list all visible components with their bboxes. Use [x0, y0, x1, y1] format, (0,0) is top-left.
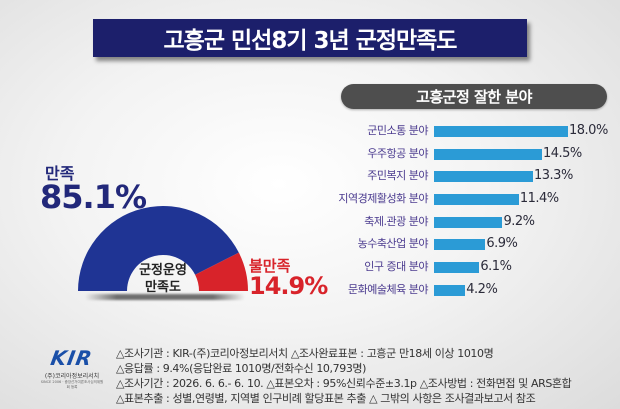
- bar-label: 군민소통 분야: [367, 124, 428, 137]
- dissatisfied-value: 14.9%: [249, 272, 328, 300]
- bar-label: 축제.관광 분야: [364, 215, 428, 228]
- bar-value: 4.2%: [466, 282, 498, 297]
- bar-row: 문화예술체육 분야 4.2%: [0, 282, 620, 298]
- bar-row: 주민복지 분야 13.3%: [0, 168, 620, 184]
- bar-label: 지역경제활성화 분야: [338, 192, 428, 205]
- bar: [434, 149, 542, 160]
- kir-logo-mark: KIR: [49, 346, 95, 370]
- bar-label: 문화예술체육 분야: [348, 283, 428, 296]
- kir-logo: KIR (주)코리아정보리서치 SINCE 2006 · 중앙선거여론조사심의위…: [40, 346, 104, 390]
- bar-value: 9.2%: [503, 214, 535, 229]
- survey-note: △조사기관 : KIR-(주)코리아정보리서치 △조사완료표본 : 고흥군 만1…: [116, 347, 494, 360]
- gauge-center-line2: 만족도: [145, 280, 181, 295]
- bar: [434, 239, 486, 250]
- satisfaction-gauge: [78, 205, 248, 291]
- bar-row: 우주항공 분야 14.5%: [0, 146, 620, 162]
- survey-note: △표본추출 : 성별,연령별, 지역별 인구비례 할당표본 추출 △ 그밖의 사…: [116, 392, 536, 405]
- bar-chart-title-pill: 고흥군정 잘한 분야: [341, 84, 607, 109]
- bar-value: 6.1%: [480, 259, 512, 274]
- bar-row: 인구 증대 분야 6.1%: [0, 259, 620, 275]
- survey-note: △응답률 : 9.4%(응답완료 1010명/전화수신 10,793명): [116, 362, 367, 375]
- bar-value: 14.5%: [542, 146, 582, 161]
- kir-logo-name: (주)코리아정보리서치: [44, 373, 100, 380]
- bar: [434, 262, 480, 273]
- bar-row: 지역경제활성화 분야 11.4%: [0, 191, 620, 207]
- bar: [434, 171, 533, 182]
- kir-logo-sub: SINCE 2006 · 중앙선거여론조사심의위원회 등록: [40, 380, 104, 389]
- bar-label: 우주항공 분야: [367, 147, 428, 160]
- title-banner: 고흥군 민선8기 3년 군정만족도: [93, 19, 527, 57]
- bar-row: 농수축산업 분야 6.9%: [0, 236, 620, 252]
- dissatisfied-label: 불만족: [249, 257, 291, 275]
- page-title: 고흥군 민선8기 3년 군정만족도: [163, 28, 458, 54]
- bar: [434, 126, 568, 137]
- bar: [434, 285, 466, 296]
- bar-value: 18.0%: [569, 123, 608, 138]
- survey-notes: △조사기관 : KIR-(주)코리아정보리서치 △조사완료표본 : 고흥군 만1…: [116, 346, 572, 406]
- gauge-shadow: [85, 294, 245, 300]
- satisfied-value: 85.1%: [40, 178, 147, 216]
- gauge-center-label: 군정운영 만족도: [131, 262, 195, 296]
- survey-note: △조사기간 : 2026. 6. 6.- 6. 10. △표본오차 : 95%신…: [116, 377, 572, 390]
- bar-label: 인구 증대 분야: [364, 260, 428, 273]
- bar-row: 축제.관광 분야 9.2%: [0, 214, 620, 230]
- gauge-segment-satisfied: [78, 205, 239, 291]
- bar-label: 주민복지 분야: [367, 169, 428, 182]
- bar-chart-title: 고흥군정 잘한 분야: [416, 88, 532, 106]
- bar-label: 농수축산업 분야: [357, 237, 429, 250]
- bar-row: 군민소통 분야 18.0%: [0, 123, 620, 139]
- bar-value: 11.4%: [519, 191, 559, 206]
- bar: [434, 194, 519, 205]
- bar-value: 13.3%: [534, 168, 573, 183]
- bar: [434, 217, 503, 228]
- bar-value: 6.9%: [486, 236, 518, 251]
- satisfied-label: 만족: [45, 164, 75, 183]
- gauge-center-line1: 군정운영: [139, 263, 187, 278]
- gauge-segment-dissatisfied: [195, 252, 248, 291]
